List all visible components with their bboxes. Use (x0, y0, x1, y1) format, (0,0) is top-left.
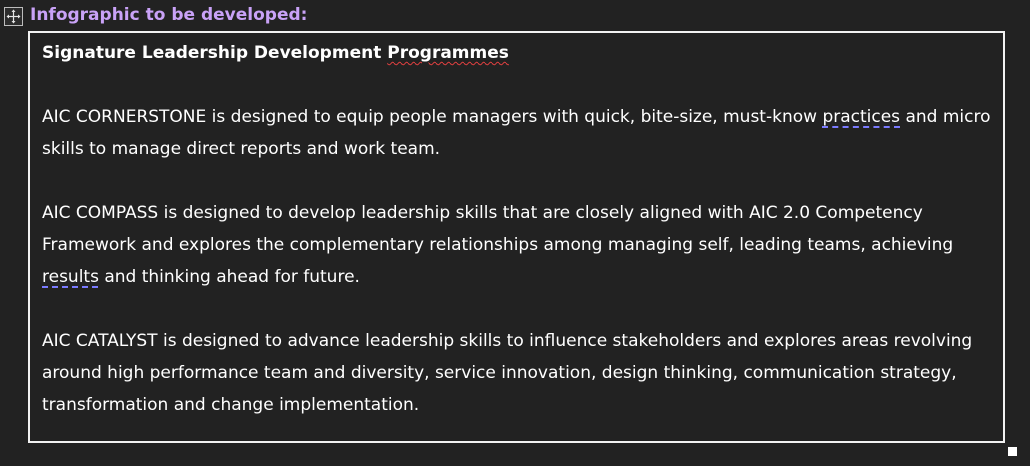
grammar-flagged-word[interactable]: results (42, 267, 99, 287)
table-cell[interactable]: Signature Leadership Development Program… (28, 31, 1005, 443)
paragraph-cornerstone[interactable]: AIC CORNERSTONE is designed to equip peo… (42, 101, 991, 165)
grammar-flagged-word[interactable]: practices (822, 107, 901, 127)
table-move-handle[interactable] (4, 7, 23, 26)
paragraph-text: AIC CATALYST is designed to advance lead… (42, 331, 973, 415)
paragraph-text: AIC COMPASS is designed to develop leade… (42, 203, 954, 255)
infographic-heading[interactable]: Infographic to be developed: (30, 5, 308, 25)
section-title[interactable]: Signature Leadership Development Program… (42, 37, 991, 69)
paragraph-text: and thinking ahead for future. (98, 267, 360, 287)
paragraph-compass[interactable]: AIC COMPASS is designed to develop leade… (42, 197, 991, 293)
move-arrows-icon (6, 9, 21, 24)
title-text: Signature Leadership Development (42, 43, 388, 63)
resize-handle-icon[interactable] (1007, 446, 1018, 457)
paragraph-text: and micro skills to manage direct report… (42, 107, 991, 159)
paragraph-catalyst[interactable]: AIC CATALYST is designed to advance lead… (42, 325, 991, 421)
spelling-flagged-word[interactable]: Programmes (387, 43, 509, 63)
paragraph-text: AIC CORNERSTONE is designed to equip peo… (42, 107, 823, 127)
